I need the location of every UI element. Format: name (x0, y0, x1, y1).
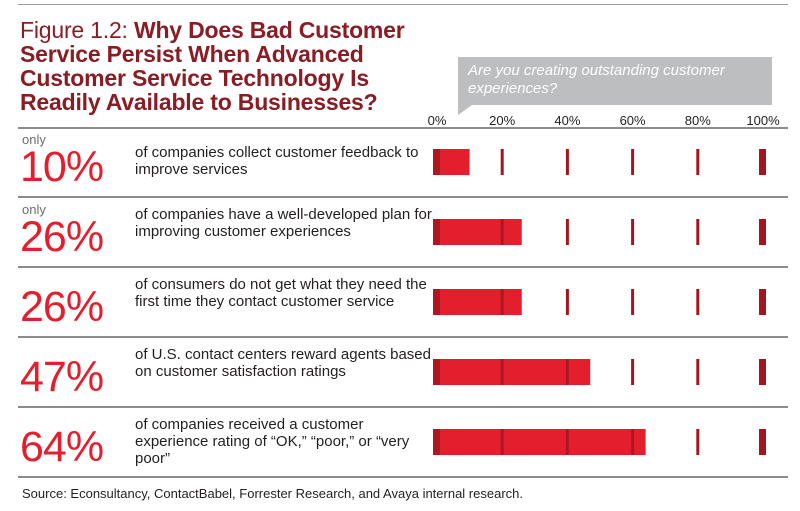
row-description: of companies collect customer feedback t… (135, 144, 419, 178)
row-description: of consumers do not get what they need t… (135, 276, 427, 310)
scale-marker (759, 149, 766, 175)
scale-marker (500, 429, 504, 455)
scale-marker (500, 149, 504, 175)
scale-marker (500, 359, 504, 385)
title-text: Why Does Bad Customer Service Persist Wh… (20, 17, 405, 115)
row-percentage: 26% (20, 213, 104, 261)
scale-marker (696, 359, 700, 385)
row-description: of companies have a well-developed plan … (135, 206, 432, 240)
row-separator (18, 406, 788, 408)
callout-text: Are you creating outstanding customer ex… (468, 62, 725, 97)
scale-marker (759, 289, 766, 315)
row-separator (18, 196, 788, 198)
data-bar (433, 359, 591, 385)
callout-tail (458, 105, 472, 115)
scale-marker (565, 149, 569, 175)
data-bar (433, 429, 646, 455)
top-rule (18, 4, 788, 5)
data-bar (433, 289, 522, 315)
scale-marker (759, 429, 766, 455)
row-description: of U.S. contact centers reward agents ba… (135, 346, 431, 380)
row-prefix: only (22, 132, 46, 147)
data-bar (433, 219, 522, 245)
scale-marker (696, 289, 700, 315)
row-percentage: 47% (20, 353, 104, 401)
tick-label: 0% (427, 113, 447, 128)
callout-box: Are you creating outstanding customer ex… (458, 57, 772, 105)
scale-marker (759, 359, 766, 385)
tick-label: 40% (554, 113, 581, 128)
data-bar (433, 149, 470, 175)
scale-marker (500, 289, 504, 315)
tick-label: 100% (746, 113, 780, 128)
scale-marker (759, 219, 766, 245)
scale-marker (631, 429, 635, 455)
row-separator (18, 336, 788, 338)
row-separator (18, 127, 788, 129)
tick-label: 20% (489, 113, 516, 128)
scale-marker (696, 149, 700, 175)
scale-marker (565, 359, 569, 385)
scale-marker (696, 429, 700, 455)
row-percentage: 64% (20, 423, 104, 471)
figure-label: Figure 1.2: (20, 17, 128, 43)
scale-marker (565, 289, 569, 315)
scale-marker (696, 219, 700, 245)
scale-marker (631, 289, 635, 315)
scale-marker (565, 219, 569, 245)
row-prefix: only (22, 202, 46, 217)
source-note: Source: Econsultancy, ContactBabel, Forr… (22, 486, 524, 501)
row-description: of companies received a customer experie… (135, 416, 410, 467)
row-percentage: 10% (20, 143, 104, 191)
scale-marker (631, 359, 635, 385)
row-separator (18, 266, 788, 268)
tick-label: 60% (619, 113, 646, 128)
scale-marker (500, 219, 504, 245)
scale-marker (631, 219, 635, 245)
row-separator (18, 476, 788, 478)
row-percentage: 26% (20, 283, 104, 331)
tick-label: 80% (684, 113, 711, 128)
figure-title: Figure 1.2: Why Does Bad Customer Servic… (20, 18, 440, 114)
scale-marker (565, 429, 569, 455)
scale-marker (631, 149, 635, 175)
